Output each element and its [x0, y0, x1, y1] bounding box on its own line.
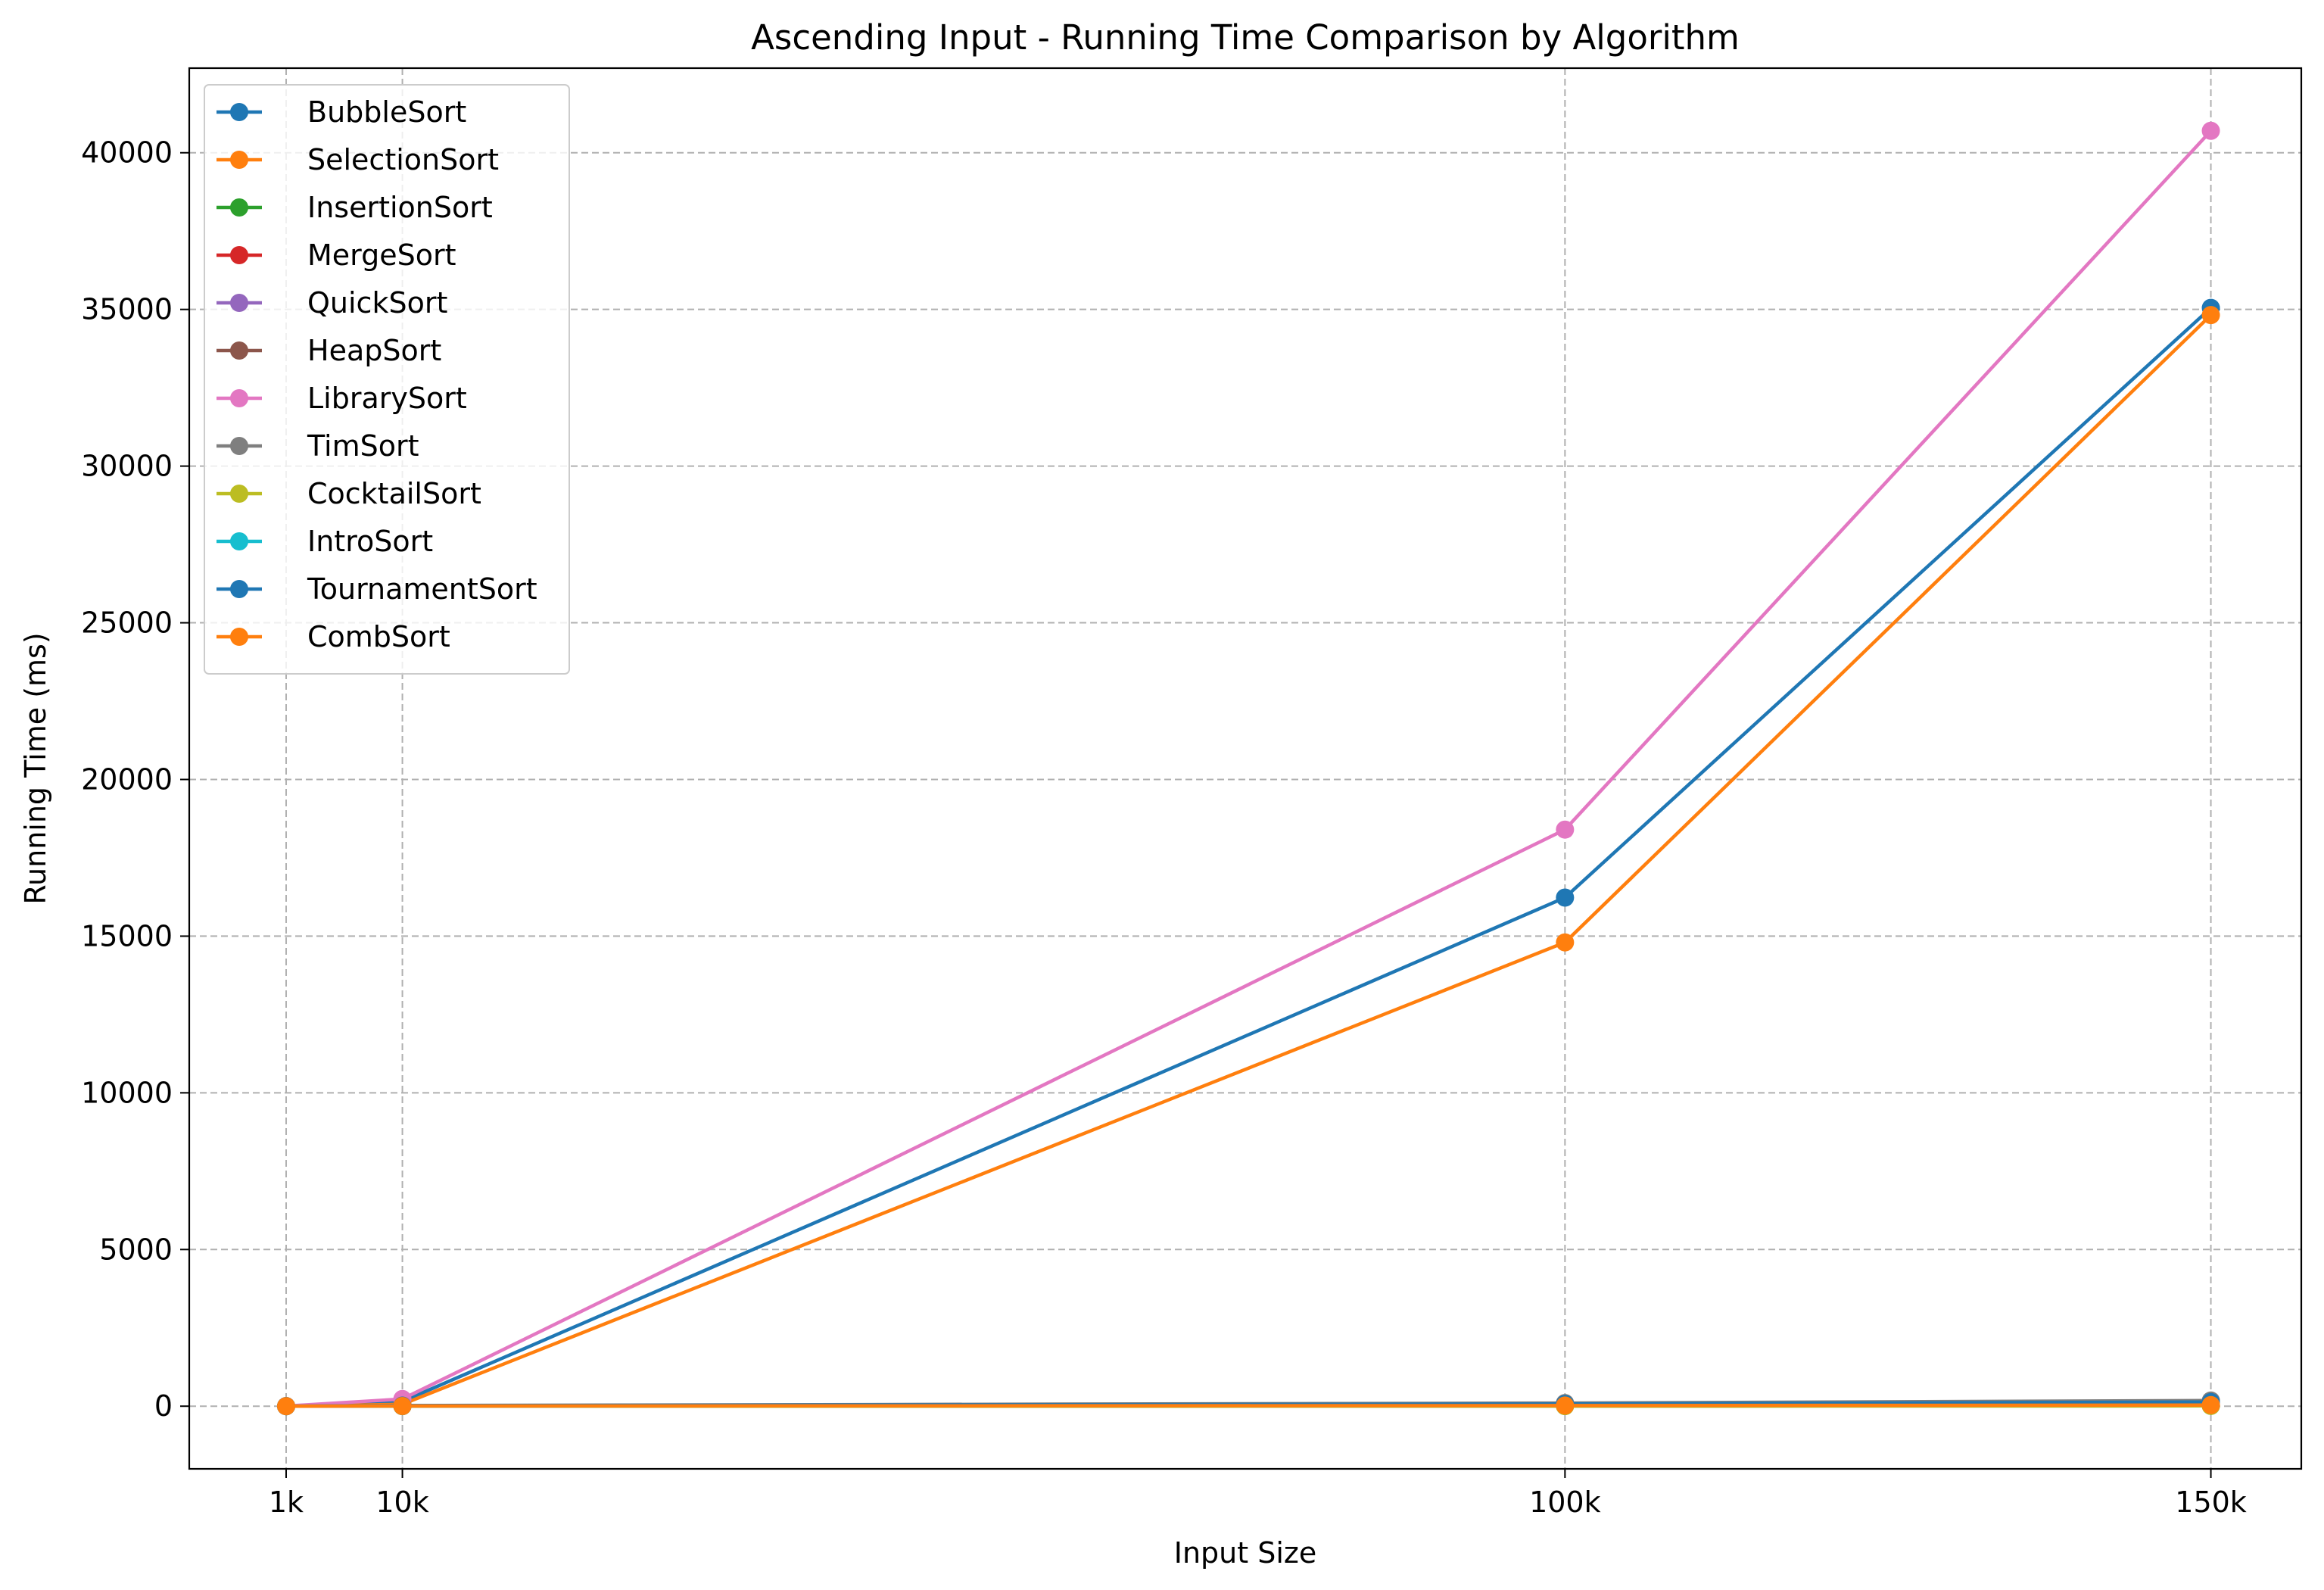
y-tick-label: 25000 [81, 606, 173, 640]
x-tick-label: 1k [269, 1486, 304, 1519]
y-tick-label: 15000 [81, 919, 173, 952]
legend-item-timsort: TimSort [217, 429, 419, 463]
legend-marker [230, 485, 248, 503]
series-line [285, 1403, 2211, 1408]
y-tick-label: 5000 [99, 1233, 173, 1266]
legend-label: MergeSort [307, 238, 456, 272]
y-tick-label: 20000 [81, 762, 173, 796]
data-point [276, 1397, 295, 1416]
series-line [285, 313, 2213, 1408]
data-point [1556, 888, 1575, 907]
legend-item-tournamentsort: TournamentSort [217, 572, 537, 606]
series-line [285, 306, 2213, 1408]
data-point [2201, 306, 2220, 325]
legend-label: QuickSort [307, 286, 447, 320]
legend-marker [230, 580, 248, 598]
y-tick-label: 10000 [81, 1076, 173, 1109]
data-point [1556, 820, 1575, 839]
legend-marker [230, 389, 248, 407]
x-axis-title: Input Size [1174, 1536, 1316, 1570]
legend-marker [230, 151, 248, 169]
y-tick-label: 40000 [81, 136, 173, 170]
legend-item-introsort: IntroSort [217, 525, 433, 558]
x-tick-label: 10k [375, 1486, 428, 1519]
legend-marker [230, 532, 248, 550]
data-point [1556, 933, 1575, 952]
y-axis-title: Running Time (ms) [19, 632, 52, 904]
data-point [1556, 1396, 1575, 1415]
data-point [2201, 1395, 2220, 1414]
chart-title: Ascending Input - Running Time Compariso… [751, 17, 1740, 58]
legend-label: TimSort [307, 429, 419, 463]
legend: BubbleSort SelectionSort InsertionSort Merg… [204, 84, 570, 675]
series-layer [276, 121, 2220, 1416]
legend-item-insertionsort: InsertionSort [217, 191, 493, 224]
legend-label: CombSort [307, 620, 450, 653]
y-tick-label: 0 [154, 1389, 173, 1423]
legend-item-cocktailsort: CocktailSort [217, 477, 481, 510]
legend-item-librarysort: LibrarySort [217, 382, 467, 415]
legend-marker [230, 294, 248, 312]
y-tick-label: 30000 [81, 450, 173, 483]
legend-item-selectionsort: SelectionSort [217, 143, 499, 176]
x-tick-label: 150k [2175, 1486, 2247, 1519]
data-point [2201, 121, 2220, 140]
legend-label: InsertionSort [307, 191, 493, 224]
series-line [285, 129, 2213, 1408]
axis-layer: 0 5000 10000 15000 20000 25000 30000 35000 40000… [81, 136, 2247, 1519]
legend-label: HeapSort [307, 334, 441, 367]
legend-label: BubbleSort [307, 95, 466, 129]
legend-label: SelectionSort [307, 143, 499, 176]
legend-label: TournamentSort [307, 572, 537, 606]
legend-item-combsort: CombSort [217, 620, 450, 653]
plot-frame [188, 67, 2303, 1470]
legend-marker [230, 437, 248, 455]
series-combsort [276, 1395, 2220, 1416]
legend-item-bubblesort: BubbleSort [217, 95, 466, 129]
legend-marker [230, 246, 248, 264]
legend-label: IntroSort [307, 525, 433, 558]
legend-item-heapsort: HeapSort [217, 334, 441, 367]
legend-marker [230, 628, 248, 646]
legend-marker [230, 341, 248, 360]
legend-marker [230, 198, 248, 217]
data-point [393, 1397, 412, 1416]
legend-item-mergesort: MergeSort [217, 238, 456, 272]
legend-label: CocktailSort [307, 477, 481, 510]
legend-marker [230, 103, 248, 121]
x-tick-label: 100k [1529, 1486, 1601, 1519]
y-tick-label: 35000 [81, 293, 173, 326]
legend-label: LibrarySort [307, 382, 467, 415]
legend-box [204, 84, 570, 675]
legend-item-quicksort: QuickSort [217, 286, 447, 320]
